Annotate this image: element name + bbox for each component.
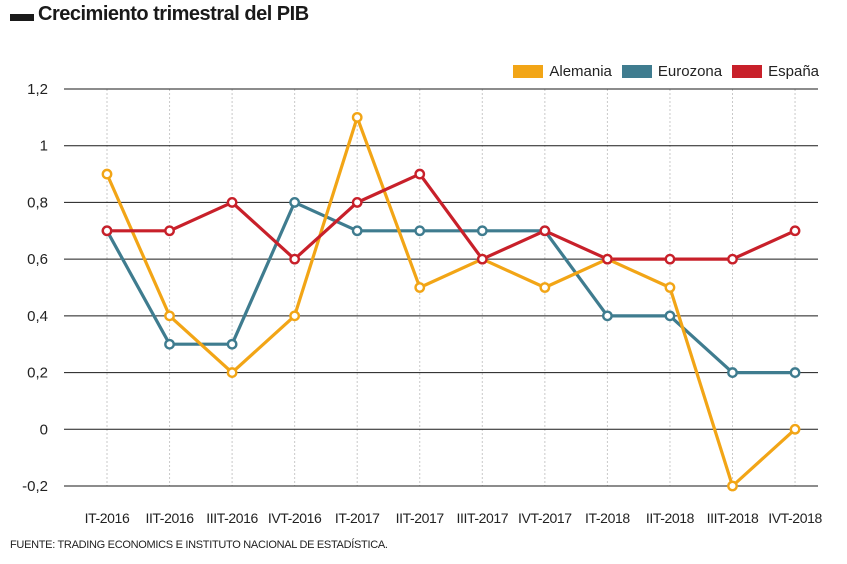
data-point-alemania	[727, 480, 738, 492]
y-tick-label: 1,2	[27, 81, 48, 98]
x-tick-label: IIT-2017	[396, 510, 445, 526]
data-point-eurozona	[476, 225, 488, 237]
data-point-españa	[727, 253, 738, 265]
x-tick-label: IIT-2018	[646, 510, 695, 526]
data-point-alemania	[789, 423, 801, 435]
legend-item-espana: España	[732, 63, 819, 80]
data-point-eurozona	[289, 197, 301, 208]
data-point-alemania	[539, 282, 551, 293]
data-point-eurozona	[664, 310, 676, 322]
x-tick-label: IVT-2017	[518, 510, 572, 526]
data-point-alemania	[664, 282, 676, 293]
y-tick-label: 0,2	[27, 365, 48, 382]
x-tick-label: IVT-2016	[268, 510, 322, 526]
series-line-españa	[107, 172, 796, 261]
data-point-españa	[101, 225, 113, 237]
y-tick-label: 0,8	[27, 194, 48, 211]
x-tick-label: IT-2016	[85, 510, 130, 526]
data-point-eurozona	[789, 367, 801, 378]
source-note: FUENTE: TRADING ECONOMICS E INSTITUTO NA…	[10, 539, 388, 551]
y-tick-label: 0,6	[27, 251, 48, 268]
data-point-españa	[664, 253, 676, 265]
x-tick-label: IIIT-2016	[206, 510, 258, 526]
y-tick-label: -0,2	[22, 478, 48, 495]
series-line-eurozona	[105, 200, 795, 375]
title-bar-decoration	[10, 14, 34, 21]
data-point-españa	[226, 197, 238, 208]
x-tick-label: IIIT-2018	[707, 510, 759, 526]
x-tick-label: IVT-2018	[768, 510, 822, 526]
data-point-españa	[539, 225, 551, 237]
legend-label-alemania: Alemania	[549, 63, 612, 80]
data-point-españa	[789, 225, 801, 237]
data-point-españa	[414, 168, 426, 180]
data-point-alemania	[351, 111, 363, 123]
legend-swatch-eurozona	[621, 65, 652, 78]
data-point-eurozona	[164, 338, 175, 350]
x-tick-label: IIT-2016	[145, 510, 194, 526]
data-point-españa	[476, 253, 488, 265]
legend-swatch-alemania	[513, 65, 544, 78]
data-point-eurozona	[602, 310, 613, 322]
data-point-alemania	[414, 282, 426, 293]
chart-title: Crecimiento trimestral del PIB	[10, 3, 309, 26]
data-point-españa	[602, 253, 613, 265]
data-point-españa	[351, 197, 363, 208]
data-point-eurozona	[226, 338, 238, 350]
legend-item-eurozona: Eurozona	[621, 63, 723, 80]
data-point-eurozona	[414, 225, 426, 237]
data-point-alemania	[164, 310, 175, 322]
legend-label-espana: España	[768, 63, 819, 80]
legend-item-alemania: Alemania	[513, 63, 612, 80]
data-point-alemania	[101, 168, 113, 180]
y-tick-label: 0	[40, 421, 48, 438]
legend-label-eurozona: Eurozona	[657, 63, 723, 80]
x-tick-label: IIIT-2017	[456, 510, 508, 526]
data-point-españa	[164, 225, 175, 237]
x-tick-label: IT-2017	[335, 510, 380, 526]
legend: Alemania Eurozona España	[503, 63, 819, 80]
data-point-alemania	[289, 310, 301, 322]
legend-swatch-espana	[732, 65, 763, 78]
data-point-eurozona	[727, 367, 738, 378]
y-tick-label: 1	[40, 138, 48, 155]
series-line-alemania	[105, 115, 797, 488]
x-tick-label: IT-2018	[585, 510, 630, 526]
data-point-españa	[289, 253, 301, 265]
data-point-alemania	[226, 367, 238, 378]
chart-title-text: Crecimiento trimestral del PIB	[38, 3, 309, 25]
data-point-eurozona	[351, 225, 363, 237]
y-tick-label: 0,4	[27, 308, 48, 325]
